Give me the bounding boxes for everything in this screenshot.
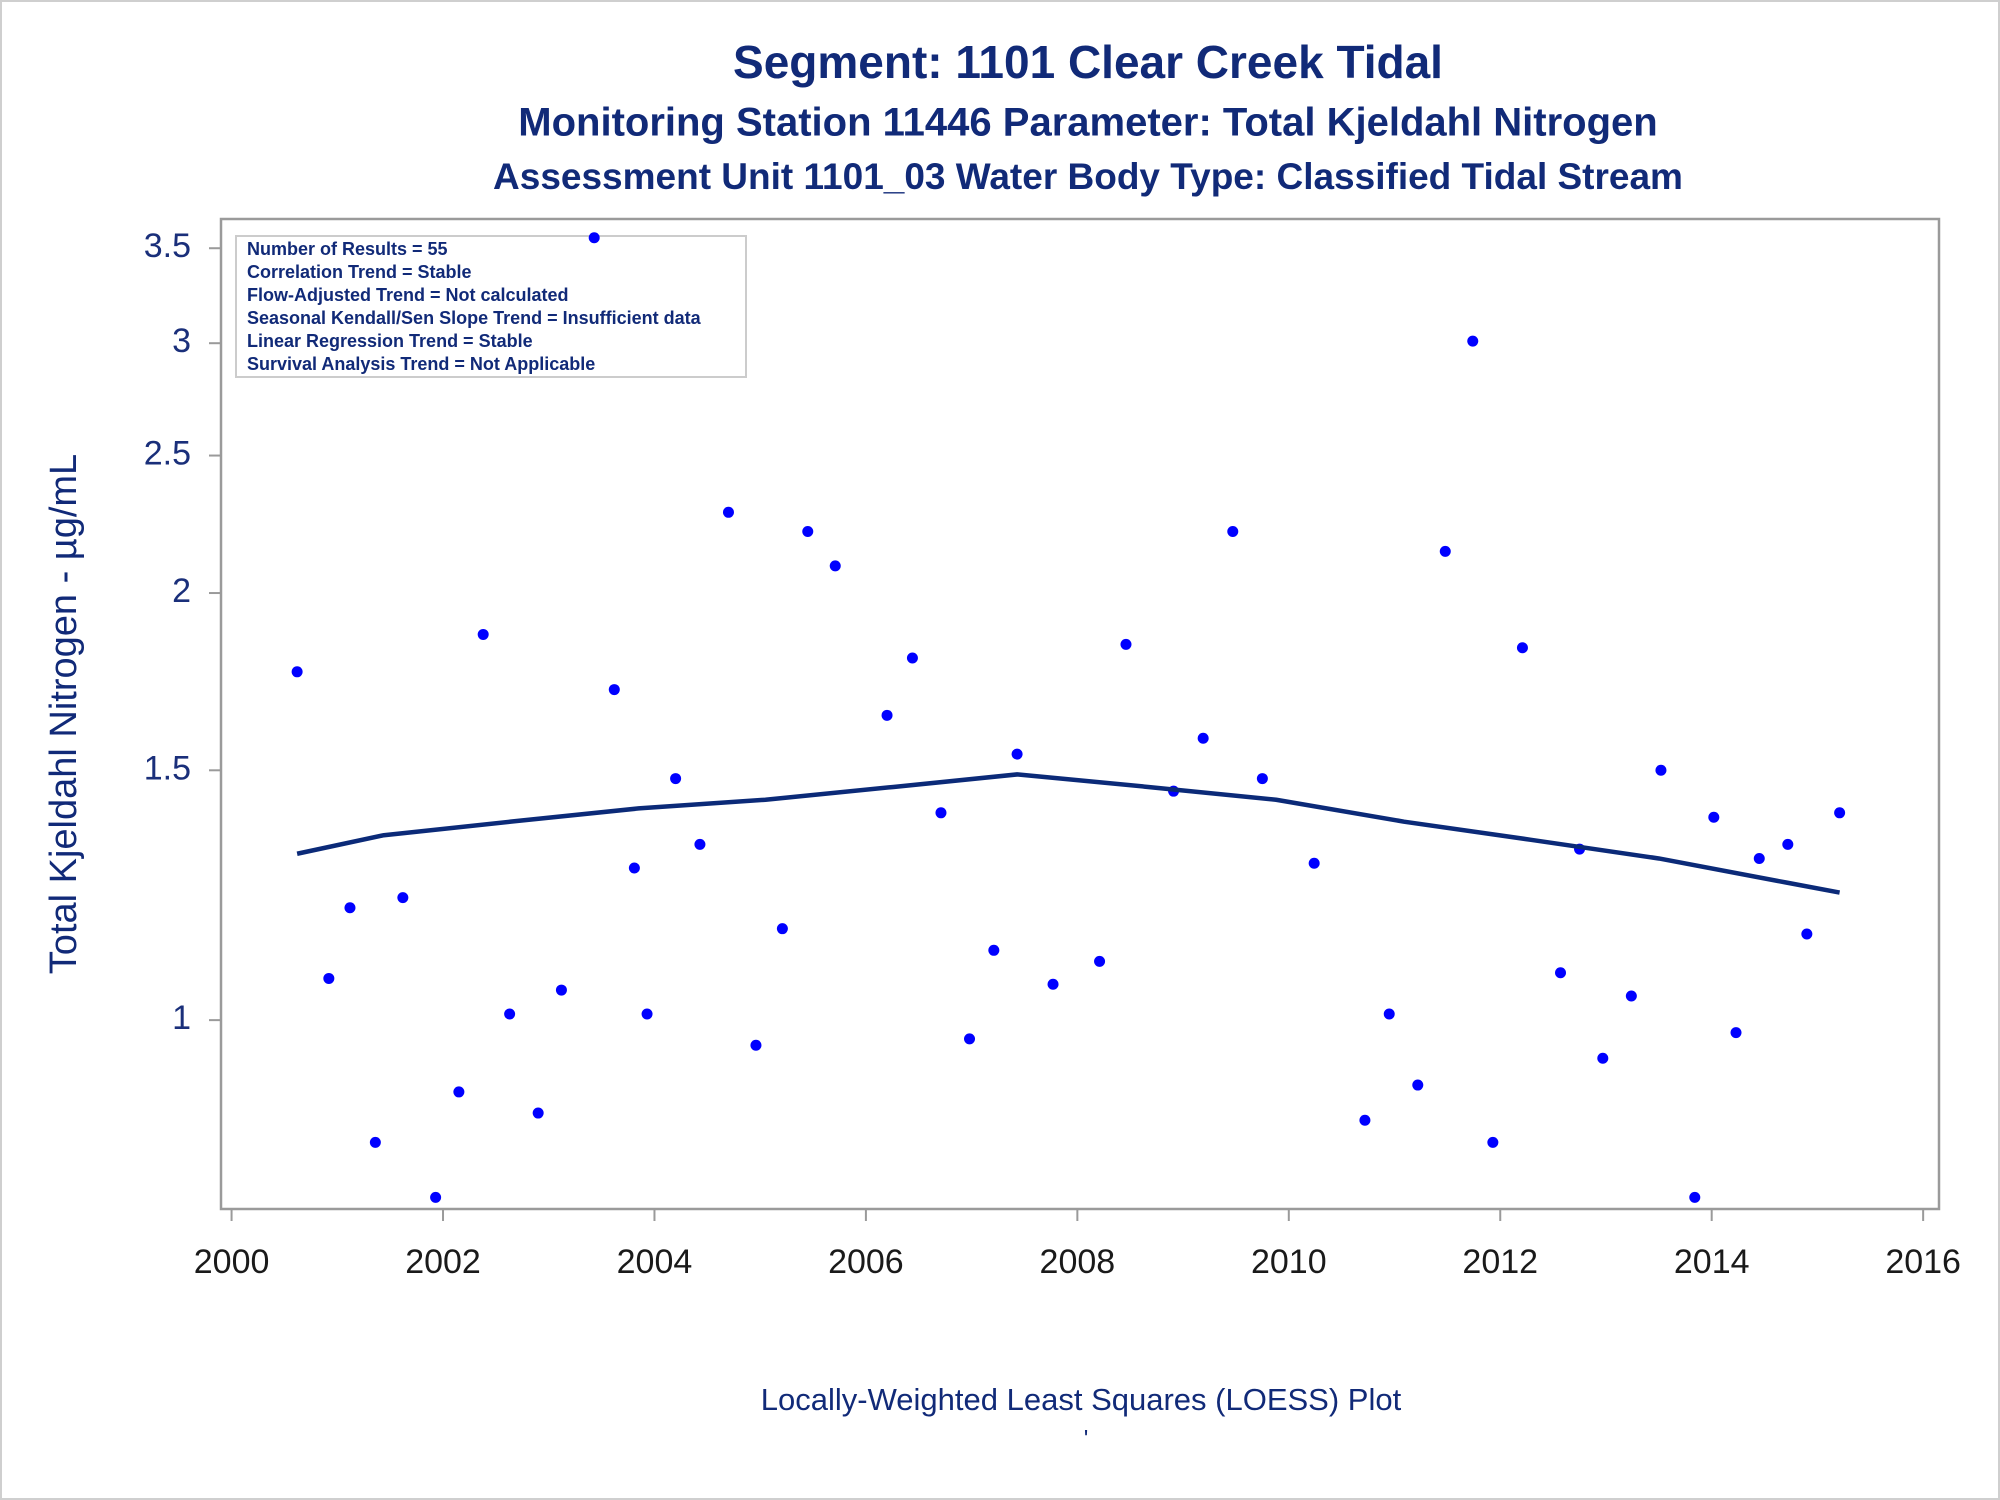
data-point [881,709,893,721]
data-point [1655,764,1667,776]
annotation: Flow-Adjusted Trend = Not calculated [247,285,569,305]
data-point [802,526,814,538]
data-point [430,1191,442,1203]
data-point [906,652,918,664]
data-point [453,1086,465,1098]
data-point [750,1039,762,1051]
data-point [670,773,682,785]
data-point [477,628,489,640]
data-point [504,1008,516,1020]
data-point [1227,526,1239,538]
data-point [1467,335,1479,347]
data-point [1094,955,1106,967]
x-axis-label: Locally-Weighted Least Squares (LOESS) P… [761,1382,1402,1417]
x-tick-label: 2012 [1462,1243,1538,1281]
data-point [1689,1191,1701,1203]
annotation: Survival Analysis Trend = Not Applicable [247,354,595,374]
y-tick-label: 2.5 [144,435,191,473]
data-point [555,984,567,996]
x-tick-label: 2000 [194,1243,270,1281]
data-point [1047,978,1059,990]
data-point [829,560,841,572]
data-point [722,506,734,518]
y-tick-label: 1.5 [144,749,191,787]
annotation: Correlation Trend = Stable [247,262,472,282]
data-point [641,1008,653,1020]
data-point [1708,811,1720,823]
x-tick-label: 2010 [1251,1243,1327,1281]
data-point [1383,1008,1395,1020]
annotation: Seasonal Kendall/Sen Slope Trend = Insuf… [247,308,702,328]
y-tick-label: 3.5 [144,227,191,265]
data-point [964,1033,976,1045]
x-tick-label: 2004 [617,1243,693,1281]
data-point [397,892,409,904]
data-point [1730,1027,1742,1039]
x-tick-label: 2008 [1040,1243,1116,1281]
data-point [776,923,788,935]
data-point [1308,857,1320,869]
data-point [1359,1114,1371,1126]
chart-subtitle: Monitoring Station 11446 Parameter: Tota… [518,101,1657,145]
data-point [1801,928,1813,940]
data-point [935,807,947,819]
data-point [1487,1136,1499,1148]
footnote: ' [1084,1425,1089,1452]
data-point [1412,1079,1424,1091]
loess-line [296,772,1841,895]
data-point [344,902,356,914]
x-tick-label: 2016 [1885,1243,1961,1281]
data-point [1197,732,1209,744]
data-point [1256,773,1268,785]
data-point [1516,642,1528,654]
annotation: Number of Results = 55 [247,239,448,259]
data-point [323,972,335,984]
chart-subtitle: Assessment Unit 1101_03 Water Body Type:… [493,156,1683,197]
x-tick-label: 2002 [405,1243,481,1281]
data-point [1625,990,1637,1002]
data-point [694,838,706,850]
plot-frame [219,217,1941,1211]
data-point [988,944,1000,956]
data-point [532,1107,544,1119]
x-tick-label: 2014 [1674,1243,1750,1281]
data-point [1439,545,1451,557]
chart-title: Segment: 1101 Clear Creek Tidal [733,36,1443,88]
data-point [588,232,600,244]
data-point [1597,1052,1609,1064]
y-tick-label: 1 [172,999,191,1037]
data-point [1753,852,1765,864]
data-point [628,862,640,874]
data-point [608,684,620,696]
data-point [1834,807,1846,819]
y-axis-label: Total Kjeldahl Nitrogen - µg/mL [43,454,85,974]
annotation-box [235,235,747,378]
data-point [1011,748,1023,760]
x-tick-label: 2006 [828,1243,904,1281]
data-point [291,666,303,678]
data-point [1782,838,1794,850]
data-point [1555,967,1567,979]
data-point [1120,638,1132,650]
y-tick-label: 3 [172,322,191,360]
annotation: Linear Regression Trend = Stable [247,331,533,351]
y-tick-label: 2 [172,572,191,610]
data-point [369,1136,381,1148]
